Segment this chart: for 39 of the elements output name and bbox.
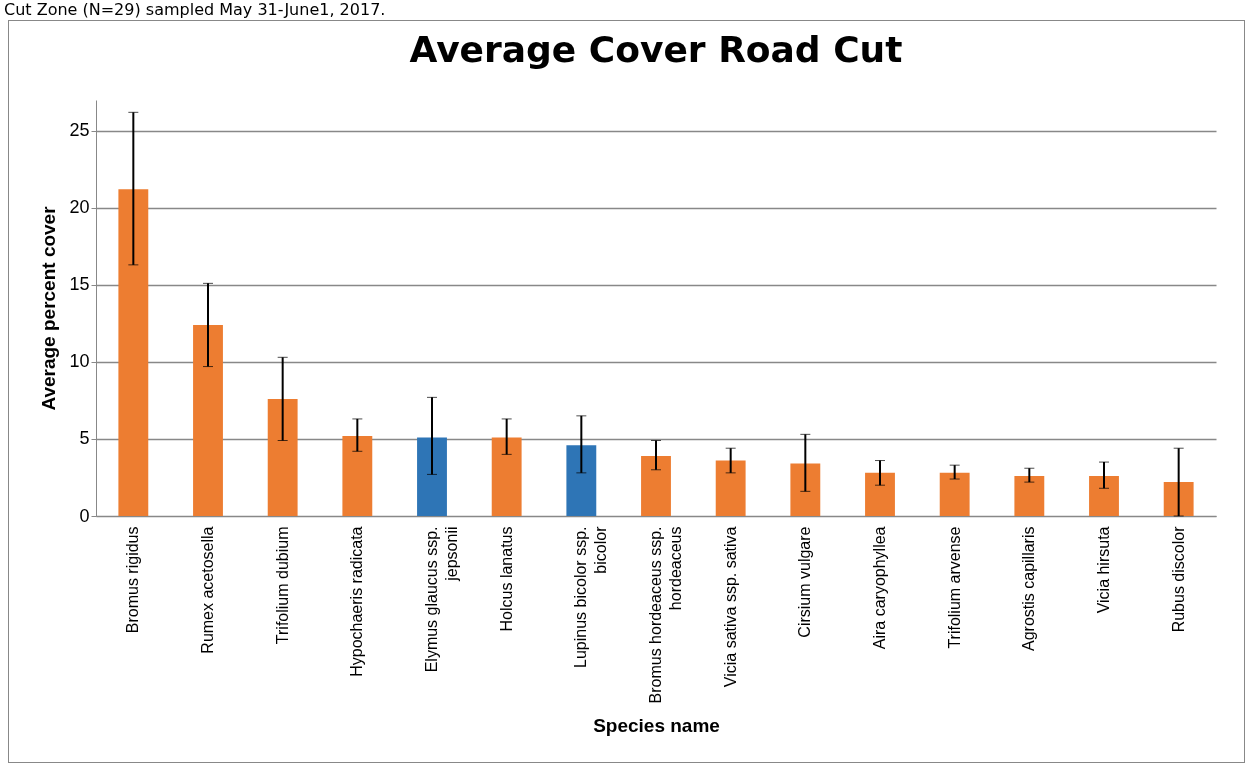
x-tick-label: Trifolium arvense bbox=[945, 526, 963, 649]
x-tick-label: Vicia hirsuta bbox=[1095, 526, 1112, 614]
bar bbox=[193, 324, 223, 516]
x-tick-label: Aira caryophyllea bbox=[871, 526, 888, 650]
x-tick-label: Vicia sativa ssp. sativa bbox=[721, 526, 739, 688]
bar bbox=[1089, 475, 1119, 516]
y-tick-label: 15 bbox=[69, 274, 90, 295]
x-tick-label: Bromus rigidus bbox=[124, 526, 142, 634]
y-tick-label: 25 bbox=[69, 120, 90, 141]
text: Cut Zone (N=29) sampled May 31-June1, 2017. bbox=[3, 0, 387, 20]
bar bbox=[865, 472, 895, 516]
x-axis-title: Species name bbox=[593, 715, 720, 737]
x-tick-label: Holcus lanatus bbox=[497, 526, 515, 632]
x-tick-label: Elymus glaucus ssp. jepsonii bbox=[423, 526, 460, 673]
y-tick-label: 0 bbox=[79, 505, 90, 526]
bar bbox=[1014, 475, 1045, 516]
x-tick-label: Rumex acetosella bbox=[199, 526, 216, 654]
bar bbox=[641, 455, 671, 516]
y-tick-label: 10 bbox=[69, 351, 90, 372]
x-tick-label: Lupinus bicolor ssp. bicolor bbox=[572, 525, 610, 668]
y-tick-label: 5 bbox=[79, 428, 90, 449]
bar bbox=[790, 463, 821, 516]
y-axis-title: Average percent cover bbox=[38, 205, 60, 411]
x-tick-label: Trifolium dubium bbox=[273, 526, 291, 645]
bar bbox=[118, 189, 149, 516]
bar bbox=[566, 445, 597, 516]
bar bbox=[939, 472, 970, 516]
x-tick-label: Cirsium vulgare bbox=[796, 526, 814, 638]
bar bbox=[342, 435, 373, 516]
x-tick-label: Agrostis capillaris bbox=[1020, 526, 1038, 651]
x-tick-label: Rubus discolor bbox=[1169, 525, 1187, 633]
chart-title: Average Cover Road Cut bbox=[409, 29, 903, 70]
bar bbox=[491, 437, 522, 516]
y-tick-label: 20 bbox=[69, 197, 90, 218]
x-tick-label: Hypochaeris radicata bbox=[348, 526, 366, 677]
bar bbox=[1163, 482, 1194, 516]
bar bbox=[267, 398, 298, 516]
bar bbox=[715, 460, 746, 516]
bar bbox=[417, 437, 447, 516]
